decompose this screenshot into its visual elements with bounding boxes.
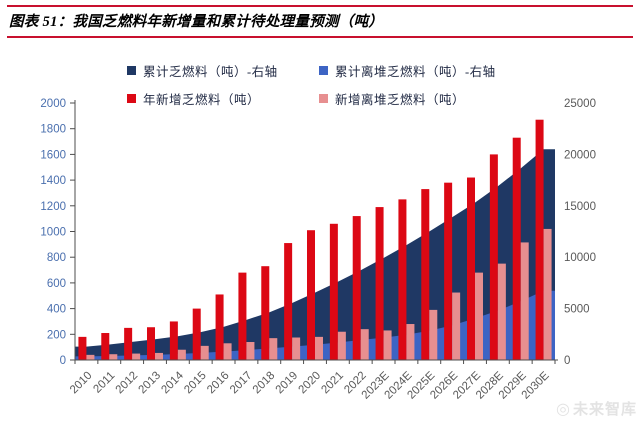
svg-text:1000: 1000 <box>40 227 66 239</box>
combo-chart: 0200400600800100012001400160018002000050… <box>40 98 596 402</box>
svg-text:2015: 2015 <box>182 370 209 397</box>
svg-text:2011: 2011 <box>91 370 117 396</box>
legend-label: 累计离堆乏燃料（吨）-右轴 <box>335 65 496 79</box>
svg-text:2010: 2010 <box>68 370 95 397</box>
svg-text:600: 600 <box>47 278 66 290</box>
title-divider <box>7 36 633 38</box>
legend-label: 累计乏燃料（吨）-右轴 <box>143 65 278 79</box>
svg-text:2019: 2019 <box>274 370 301 397</box>
svg-text:1600: 1600 <box>40 149 66 161</box>
legend-item-annual-new-spent-fuel: 年新增乏燃料（吨） <box>127 89 319 108</box>
svg-text:2016: 2016 <box>205 370 232 397</box>
legend-item-cumulative-offreactor-spent-fuel: 累计离堆乏燃料（吨）-右轴 <box>319 61 511 80</box>
svg-text:2021: 2021 <box>319 370 346 397</box>
legend-label: 年新增乏燃料（吨） <box>143 93 261 107</box>
watermark: ◎ 未来智库 <box>556 398 637 419</box>
svg-text:200: 200 <box>47 329 66 341</box>
watermark-logo-icon: ◎ <box>556 400 571 418</box>
figure-title: 图表 51：我国乏燃料年新增量和累计待处理量预测（吨） <box>9 14 384 30</box>
legend-swatch-red <box>127 94 136 103</box>
legend-row: 年新增乏燃料（吨） 新增离堆乏燃料（吨） <box>127 89 511 108</box>
legend-label: 新增离堆乏燃料（吨） <box>335 93 466 107</box>
svg-text:800: 800 <box>47 252 66 264</box>
legend-swatch-blue <box>319 66 328 75</box>
svg-text:15000: 15000 <box>564 201 596 213</box>
svg-text:2000: 2000 <box>40 98 66 110</box>
svg-text:2020: 2020 <box>297 370 324 397</box>
svg-text:5000: 5000 <box>564 304 590 316</box>
svg-text:1800: 1800 <box>40 124 66 136</box>
svg-text:1200: 1200 <box>40 201 66 213</box>
svg-text:0: 0 <box>564 355 570 367</box>
legend-swatch-pink <box>319 94 328 103</box>
svg-text:1400: 1400 <box>40 175 66 187</box>
legend-item-new-offreactor-spent-fuel: 新增离堆乏燃料（吨） <box>319 89 511 108</box>
svg-text:2013: 2013 <box>137 370 164 397</box>
svg-text:2012: 2012 <box>114 370 141 397</box>
svg-text:2018: 2018 <box>251 370 278 397</box>
svg-text:400: 400 <box>47 304 66 316</box>
chart-legend: 累计乏燃料（吨）-右轴 累计离堆乏燃料（吨）-右轴 年新增乏燃料（吨） 新增离堆… <box>127 61 511 108</box>
top-divider <box>7 5 633 7</box>
svg-text:2017: 2017 <box>228 370 255 397</box>
svg-text:0: 0 <box>60 355 66 367</box>
watermark-text: 未来智库 <box>572 402 637 418</box>
svg-text:25000: 25000 <box>564 98 596 110</box>
legend-item-cumulative-spent-fuel: 累计乏燃料（吨）-右轴 <box>127 61 319 80</box>
legend-swatch-navy <box>127 66 136 75</box>
svg-text:20000: 20000 <box>564 149 596 161</box>
svg-text:10000: 10000 <box>564 252 596 264</box>
legend-row: 累计乏燃料（吨）-右轴 累计离堆乏燃料（吨）-右轴 <box>127 61 511 80</box>
svg-text:2014: 2014 <box>159 369 186 396</box>
